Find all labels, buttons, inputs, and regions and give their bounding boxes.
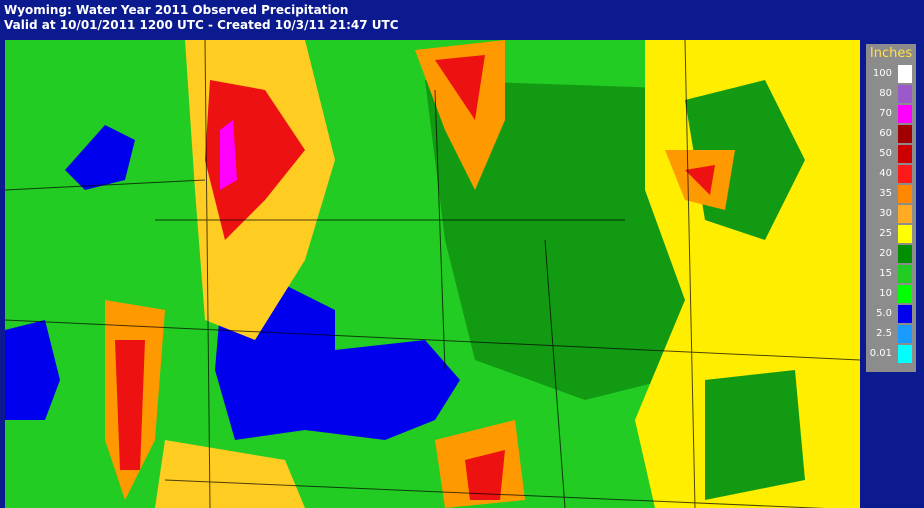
legend-swatch bbox=[898, 185, 912, 203]
legend-label: 80 bbox=[879, 88, 892, 99]
legend-label: 5.0 bbox=[876, 308, 892, 319]
legend-item: 30 bbox=[866, 204, 916, 224]
legend-item: 15 bbox=[866, 264, 916, 284]
header: Wyoming: Water Year 2011 Observed Precip… bbox=[4, 3, 399, 33]
legend: Inches 100 80 70 60 50 40 35 30 25 20 15 10 5.0 2.5 0.… bbox=[866, 44, 916, 372]
legend-item: 5.0 bbox=[866, 304, 916, 324]
legend-item: 40 bbox=[866, 164, 916, 184]
legend-item: 0.01 bbox=[866, 344, 916, 364]
legend-item: 25 bbox=[866, 224, 916, 244]
legend-label: 50 bbox=[879, 148, 892, 159]
legend-swatch bbox=[898, 145, 912, 163]
legend-item: 35 bbox=[866, 184, 916, 204]
legend-swatch bbox=[898, 165, 912, 183]
legend-label: 10 bbox=[879, 288, 892, 299]
legend-label: 25 bbox=[879, 228, 892, 239]
title: Wyoming: Water Year 2011 Observed Precip… bbox=[4, 3, 349, 17]
legend-label: 40 bbox=[879, 168, 892, 179]
legend-label: 70 bbox=[879, 108, 892, 119]
legend-label: 2.5 bbox=[876, 328, 892, 339]
precip-map bbox=[5, 40, 860, 508]
legend-item: 70 bbox=[866, 104, 916, 124]
legend-swatch bbox=[898, 65, 912, 83]
legend-item: 50 bbox=[866, 144, 916, 164]
legend-swatch bbox=[898, 205, 912, 223]
legend-swatch bbox=[898, 85, 912, 103]
legend-item: 2.5 bbox=[866, 324, 916, 344]
legend-item: 80 bbox=[866, 84, 916, 104]
legend-label: 30 bbox=[879, 208, 892, 219]
legend-swatch bbox=[898, 265, 912, 283]
legend-swatch bbox=[898, 225, 912, 243]
legend-item: 20 bbox=[866, 244, 916, 264]
legend-label: 35 bbox=[879, 188, 892, 199]
legend-label: 20 bbox=[879, 248, 892, 259]
legend-swatch bbox=[898, 125, 912, 143]
legend-swatch bbox=[898, 325, 912, 343]
legend-label: 15 bbox=[879, 268, 892, 279]
legend-item: 60 bbox=[866, 124, 916, 144]
legend-rows: 100 80 70 60 50 40 35 30 25 20 15 10 5.0 2.5 0.01 bbox=[866, 64, 916, 364]
legend-label: 0.01 bbox=[869, 348, 892, 359]
legend-swatch bbox=[898, 345, 912, 363]
legend-title: Inches bbox=[869, 46, 913, 61]
legend-item: 100 bbox=[866, 64, 916, 84]
legend-swatch bbox=[898, 305, 912, 323]
legend-swatch bbox=[898, 105, 912, 123]
legend-item: 10 bbox=[866, 284, 916, 304]
legend-label: 100 bbox=[872, 68, 892, 79]
subtitle: Valid at 10/01/2011 1200 UTC - Created 1… bbox=[4, 18, 399, 32]
legend-swatch bbox=[898, 285, 912, 303]
legend-label: 60 bbox=[879, 128, 892, 139]
legend-swatch bbox=[898, 245, 912, 263]
